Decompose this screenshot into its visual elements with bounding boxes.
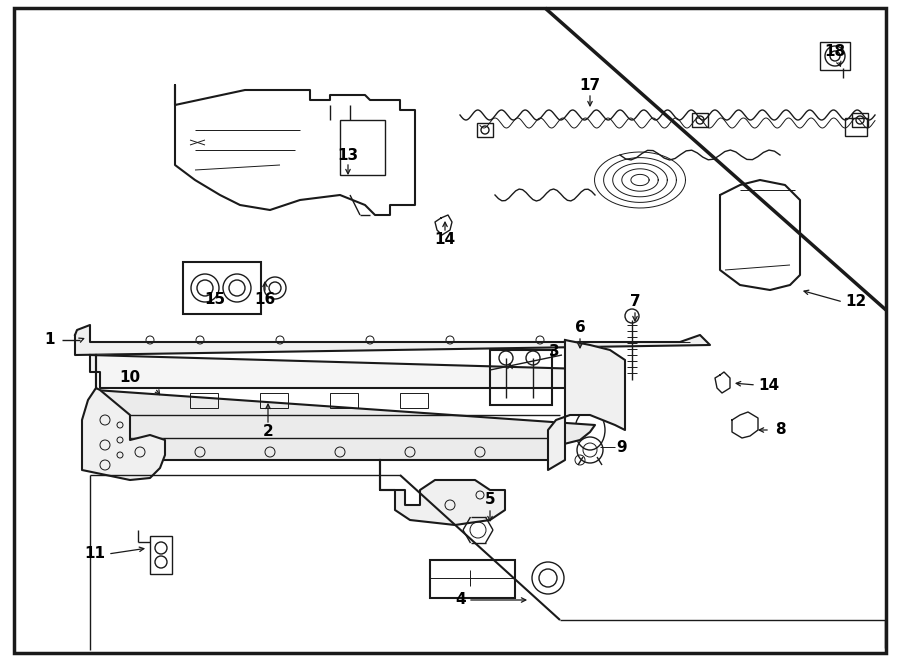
Text: 13: 13 — [338, 147, 358, 163]
Polygon shape — [82, 355, 165, 480]
Polygon shape — [548, 340, 625, 470]
Text: 8: 8 — [775, 422, 786, 438]
Text: 18: 18 — [824, 44, 846, 59]
Bar — [150, 536, 172, 574]
Polygon shape — [75, 325, 710, 355]
Text: 1: 1 — [44, 332, 55, 348]
Polygon shape — [545, 8, 886, 310]
Bar — [845, 118, 867, 136]
Text: 11: 11 — [84, 547, 105, 561]
Text: 10: 10 — [120, 371, 140, 385]
Polygon shape — [90, 355, 620, 388]
Bar — [477, 123, 493, 137]
Bar — [330, 393, 358, 408]
Text: 7: 7 — [630, 295, 640, 309]
Bar — [190, 393, 218, 408]
Text: 14: 14 — [758, 377, 779, 393]
Bar — [490, 350, 552, 405]
Text: 4: 4 — [455, 592, 466, 607]
Text: 14: 14 — [435, 233, 455, 247]
Bar — [430, 560, 515, 598]
Text: 17: 17 — [580, 77, 600, 93]
Text: 3: 3 — [549, 344, 560, 360]
Bar — [183, 262, 261, 314]
Bar — [260, 393, 288, 408]
Text: 15: 15 — [204, 293, 226, 307]
Text: 9: 9 — [616, 440, 627, 455]
Text: 12: 12 — [845, 295, 866, 309]
Bar — [692, 113, 708, 127]
Polygon shape — [95, 390, 595, 460]
Text: 6: 6 — [574, 321, 585, 336]
Bar — [852, 113, 868, 127]
Bar — [400, 393, 428, 408]
Bar — [820, 42, 850, 70]
Bar — [340, 120, 385, 175]
Polygon shape — [380, 460, 505, 525]
Text: 2: 2 — [263, 424, 274, 440]
Text: 16: 16 — [255, 293, 275, 307]
Text: 5: 5 — [485, 492, 495, 508]
